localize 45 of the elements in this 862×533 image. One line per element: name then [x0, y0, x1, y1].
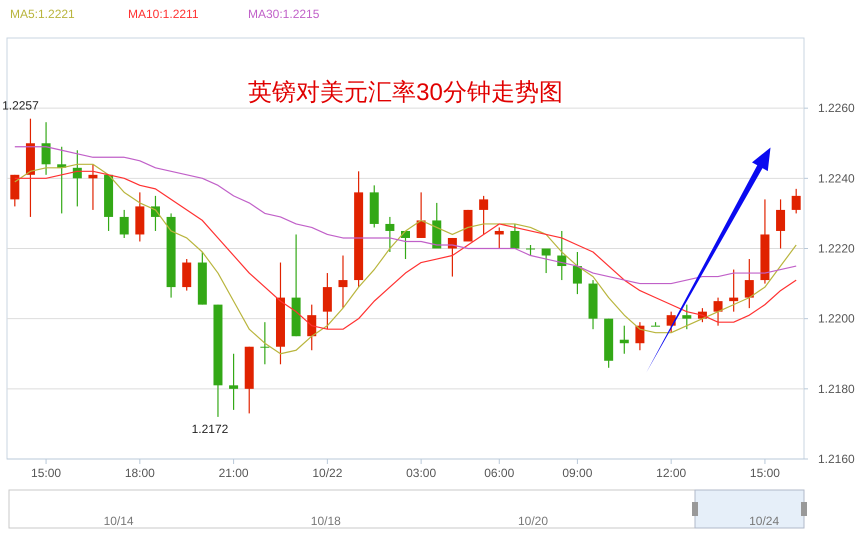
x-tick-label: 15:00 [31, 466, 62, 480]
candlestick [385, 216, 394, 253]
y-tick-label: 1.2160 [818, 452, 856, 466]
candlestick [88, 164, 98, 211]
y-tick-label: 1.2260 [818, 101, 856, 116]
candlestick [510, 223, 520, 250]
candlestick [635, 322, 644, 351]
candlestick [792, 188, 801, 214]
y-tick-label: 1.2180 [818, 382, 856, 396]
annotation: 1.2257 [2, 98, 40, 113]
candlestick [229, 353, 238, 410]
candlestick [744, 258, 754, 309]
y-tick-label: 1.2220 [818, 242, 856, 256]
annotation: 1.2172 [192, 422, 229, 436]
x-tick-label: 06:00 [484, 466, 515, 480]
x-tick-label: 12:00 [656, 466, 687, 480]
candlestick [542, 248, 551, 274]
text: MA5:1.2221 [10, 7, 76, 21]
x-tick-label: 18:00 [124, 466, 156, 480]
x-tick-label: 03:00 [406, 466, 436, 480]
candlestick [42, 122, 51, 176]
candlestick [682, 304, 692, 330]
candlestick [338, 254, 348, 309]
candlestick [776, 198, 786, 250]
x-tick-label: 21:00 [218, 466, 249, 480]
x-tick-label: 09:00 [562, 466, 593, 480]
candlestick [120, 209, 129, 239]
candlestick [260, 322, 270, 365]
slider: 10/14 10/18 10/20 10/24 [8, 490, 807, 528]
candlestick [416, 192, 426, 239]
candlestick [479, 195, 488, 236]
text: MA30:1.2215 [248, 7, 320, 21]
candlestick [714, 297, 723, 326]
x-tick-label: 15:00 [750, 466, 780, 480]
x-tick-label: 10/22 [312, 466, 343, 480]
text: 英镑对美元汇率30分钟走势图 [248, 79, 563, 106]
y-tick-label: 1.2240 [818, 171, 856, 186]
candlestick [307, 304, 316, 351]
text: MA10:1.2211 [128, 7, 199, 21]
candlestick [494, 226, 504, 250]
y-tick-label: 1.2200 [818, 312, 856, 326]
candlestick [526, 244, 536, 256]
candlestick [620, 325, 629, 354]
candlestick [572, 251, 582, 295]
candlestick [729, 268, 738, 312]
